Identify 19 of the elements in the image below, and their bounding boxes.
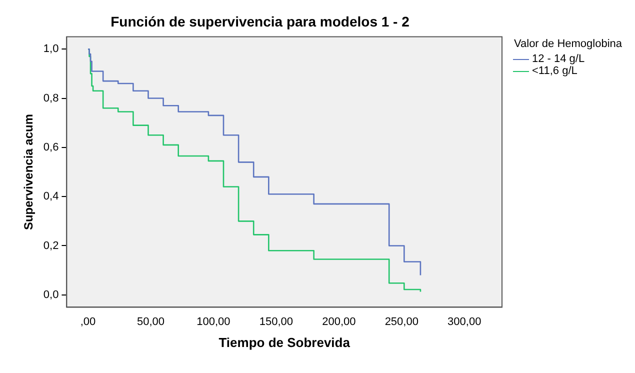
x-tick-label: 250,00 — [384, 316, 418, 328]
legend-title: Valor de Hemoglobina — [513, 38, 623, 50]
y-tick-label: 0,4 — [43, 190, 59, 203]
y-tick-label: 1,0 — [43, 43, 59, 56]
y-tick-label: 0,8 — [43, 92, 59, 104]
x-tick-label: ,00 — [80, 316, 96, 328]
legend-label: <11,6 g/L — [532, 65, 578, 77]
x-tick-label: 100,00 — [196, 316, 230, 328]
y-tick-label: 0,6 — [43, 141, 59, 154]
x-axis-title: Tiempo de Sobrevida — [218, 334, 351, 350]
y-tick-label: 0,2 — [43, 240, 59, 252]
x-tick-label: 200,00 — [322, 316, 356, 328]
legend-label: 12 - 14 g/L — [532, 53, 585, 65]
y-axis-title: Supervivencia acum — [22, 114, 36, 230]
x-tick-label: 150,00 — [259, 316, 294, 328]
x-tick-label: 300,00 — [448, 316, 482, 328]
y-tick-label: 0,0 — [43, 288, 59, 301]
x-tick-label: 50,00 — [136, 316, 165, 328]
chart-title: Función de supervivencia para modelos 1 - 2 — [110, 13, 410, 30]
